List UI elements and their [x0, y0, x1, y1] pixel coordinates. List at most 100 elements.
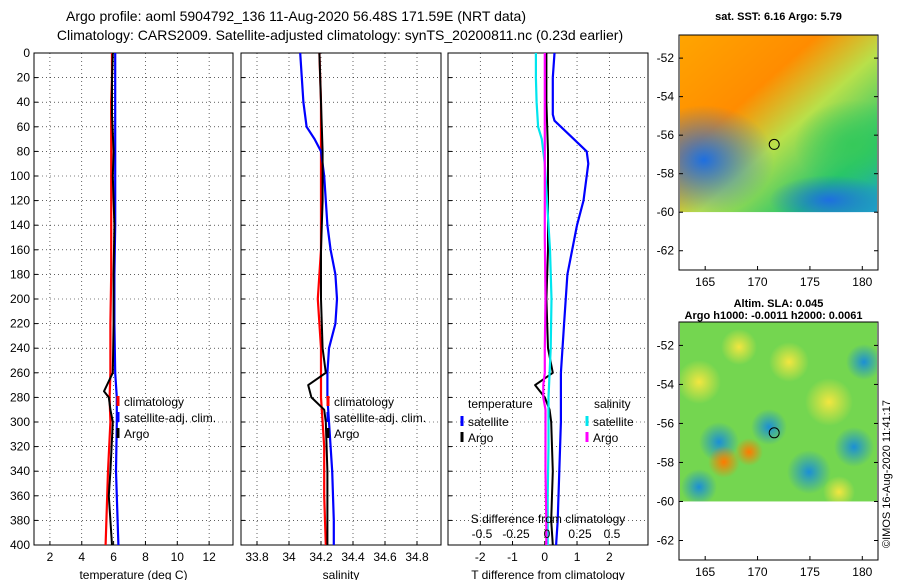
map-title: sat. SST: 6.16 Argo: 5.79 [715, 11, 842, 23]
x-tick-label: 10 [171, 550, 185, 564]
x-tick-label: 6 [110, 550, 117, 564]
panel-frame [33, 52, 234, 546]
sla-anomaly [708, 446, 740, 478]
sla-anomaly [834, 427, 874, 467]
y-tick-label: 380 [10, 513, 30, 527]
map-sla-map: -52 -54 -56 -58 -60 -62 165 170 175 180 Altim. SLA… [657, 298, 879, 579]
y-tick-label: 120 [10, 194, 30, 208]
y-tick-label: 20 [17, 71, 31, 85]
map-y-tick-label: -56 [657, 416, 675, 430]
x2-tick-label: 0.25 [568, 527, 592, 541]
series-line-t-argo [534, 53, 554, 546]
map-panels: -52 -54 -56 -58 -60 -62 165 170 175 180 sat. SST: … [657, 11, 879, 579]
y-tick-label: 100 [10, 169, 30, 183]
y-tick-label: 280 [10, 390, 30, 404]
map-field [680, 322, 877, 508]
legend-label: Argo [468, 431, 494, 445]
sst-cold-region [680, 105, 774, 215]
map-field [680, 35, 877, 220]
sla-anomaly [735, 438, 763, 466]
map-y-tick-label: -62 [657, 533, 675, 547]
x-tick-label: 1 [574, 550, 581, 564]
sla-anomaly [805, 378, 853, 426]
sla-anomaly [769, 342, 809, 382]
y-tick-label: 140 [10, 218, 30, 232]
figure-title-line1: Argo profile: aoml 5904792_136 11-Aug-20… [66, 8, 526, 24]
series-line-satellite-adj-clim- [113, 53, 120, 546]
legend-label: Argo [593, 431, 619, 445]
y-tick-label: 240 [10, 341, 30, 355]
y-tick-label: 360 [10, 489, 30, 503]
y-tick-label: 160 [10, 243, 30, 257]
map-x-tick-label: 165 [695, 275, 715, 289]
y-tick-label: 0 [23, 46, 30, 60]
map-x-tick-label: 175 [800, 565, 820, 579]
x-tick-label: -1 [507, 550, 518, 564]
sla-anomaly [823, 476, 855, 508]
imos-watermark: ©IMOS 16-Aug-2020 11:41:17 [881, 400, 893, 548]
panel-differences: -2 -1 0 1 2 T difference from climatology temp… [447, 52, 649, 580]
sst-cold-region-2 [769, 175, 877, 220]
x-axis-label: T difference from climatology [471, 568, 625, 580]
legend-title-salinity: salinity [594, 397, 631, 411]
map-y-tick-label: -60 [657, 494, 675, 508]
sla-anomaly [680, 360, 721, 404]
y-tick-label: 60 [17, 120, 31, 134]
series-line-climatology [316, 52, 327, 546]
map-x-tick-label: 170 [748, 275, 768, 289]
map-x-tick-label: 165 [695, 565, 715, 579]
sla-anomaly [721, 329, 757, 365]
map-sst-map: -52 -54 -56 -58 -60 -62 165 170 175 180 sat. SST: … [657, 11, 879, 289]
y-tick-label: 340 [10, 464, 30, 478]
map-y-tick-label: -52 [657, 51, 675, 65]
panel-salinity: 33.8 34 34.2 34.4 34.6 34.8 salinity climatolog… [240, 52, 442, 580]
map-frame [678, 34, 879, 271]
map-subtitle: Argo h1000: -0.0011 h2000: 0.0061 [685, 310, 863, 322]
x-tick-label: 34.4 [341, 550, 365, 564]
y-tick-label: 40 [17, 95, 31, 109]
x2-tick-label: -0.5 [472, 527, 493, 541]
sst-green-region [794, 100, 877, 190]
x-tick-label: 12 [202, 550, 216, 564]
map-y-tick-label: -54 [657, 90, 675, 104]
map-y-tick-label: -58 [657, 455, 675, 469]
x-tick-label: 2 [606, 550, 613, 564]
x-tick-label: 8 [142, 550, 149, 564]
map-title: Altim. SLA: 0.045 [734, 298, 824, 310]
series-line-s-argo [542, 53, 548, 545]
x-tick-label: 33.8 [245, 550, 269, 564]
x-tick-label: 2 [47, 550, 54, 564]
map-y-tick-label: -62 [657, 244, 675, 258]
map-frame [678, 321, 879, 561]
map-nodata [679, 501, 878, 560]
x-tick-label: 34.8 [405, 550, 429, 564]
legend-label: satellite [593, 415, 634, 429]
y-tick-label: 220 [10, 317, 30, 331]
map-x-tick-label: 175 [800, 275, 820, 289]
x2-axis-label: S difference from climatology [471, 512, 626, 526]
x-tick-label: 34.2 [309, 550, 333, 564]
x-axis-label: salinity [323, 568, 360, 580]
x-tick-label: 34.6 [373, 550, 397, 564]
legend-label: satellite [468, 415, 509, 429]
series-line-s-satellite [534, 53, 553, 545]
legend-label: Argo [124, 427, 150, 441]
sla-anomaly [751, 409, 787, 445]
y-tick-label: 300 [10, 415, 30, 429]
x-tick-label: 0 [541, 550, 548, 564]
legend-label: climatology [124, 395, 184, 409]
x2-tick-label: 0 [544, 527, 551, 541]
legend-label: climatology [334, 395, 394, 409]
y-tick-label: 180 [10, 267, 30, 281]
map-x-tick-label: 180 [852, 275, 872, 289]
map-y-tick-label: -52 [657, 338, 675, 352]
x-tick-label: -2 [475, 550, 486, 564]
y-tick-label: 400 [10, 538, 30, 552]
profile-panels: 0204060801001201401601802002202402602803… [10, 46, 649, 580]
panel-temperature: 0 20 40 60 80 100 120 140 160 180 200 220 240 260 280 3… [10, 46, 234, 580]
map-y-tick-label: -60 [657, 205, 675, 219]
sla-anomaly [846, 344, 877, 380]
legend-label: Argo [334, 427, 360, 441]
x2-tick-label: 0.5 [604, 527, 621, 541]
